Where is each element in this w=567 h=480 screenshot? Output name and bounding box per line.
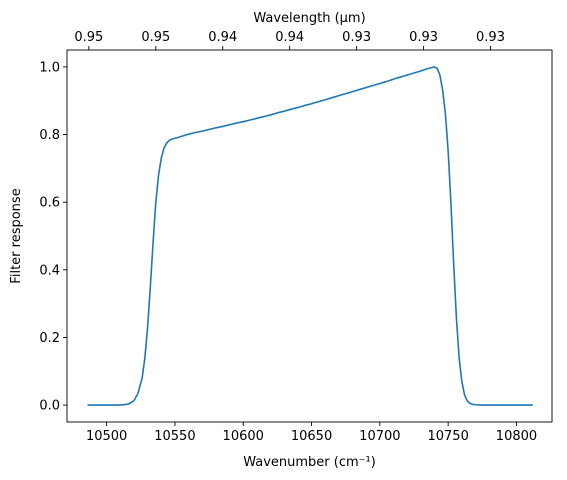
y-tick-label: 0.8	[39, 128, 60, 143]
y-axis-label: Filter response	[9, 188, 24, 283]
x-tick-label: 10750	[427, 429, 468, 444]
plot-frame	[66, 49, 553, 423]
y-tick-label: 0.4	[39, 263, 60, 278]
x-tick-label: 10550	[154, 429, 195, 444]
x2-tick-label: 0.93	[409, 30, 438, 45]
series-line-0	[87, 66, 533, 406]
x-tick-label: 10500	[86, 429, 127, 444]
x2-tick-label: 0.95	[74, 30, 103, 45]
y-tick-label: 0.2	[39, 331, 60, 346]
x2-axis-label: Wavelength (μm)	[253, 11, 365, 26]
x-tick-label: 10650	[291, 429, 332, 444]
x2-tick-label: 0.94	[275, 30, 304, 45]
y-tick-label: 1.0	[39, 60, 60, 75]
x-axis-label: Wavenumber (cm⁻¹)	[243, 455, 376, 470]
x2-tick-label: 0.93	[342, 30, 371, 45]
y-tick-label: 0.0	[39, 399, 60, 414]
x-tick-label: 10700	[359, 429, 400, 444]
x-tick-label: 10800	[496, 429, 537, 444]
x2-tick-label: 0.93	[476, 30, 505, 45]
y-tick-label: 0.6	[39, 196, 60, 211]
x2-tick-label: 0.95	[141, 30, 170, 45]
x2-tick-label: 0.94	[208, 30, 237, 45]
x-tick-label: 10600	[223, 429, 264, 444]
